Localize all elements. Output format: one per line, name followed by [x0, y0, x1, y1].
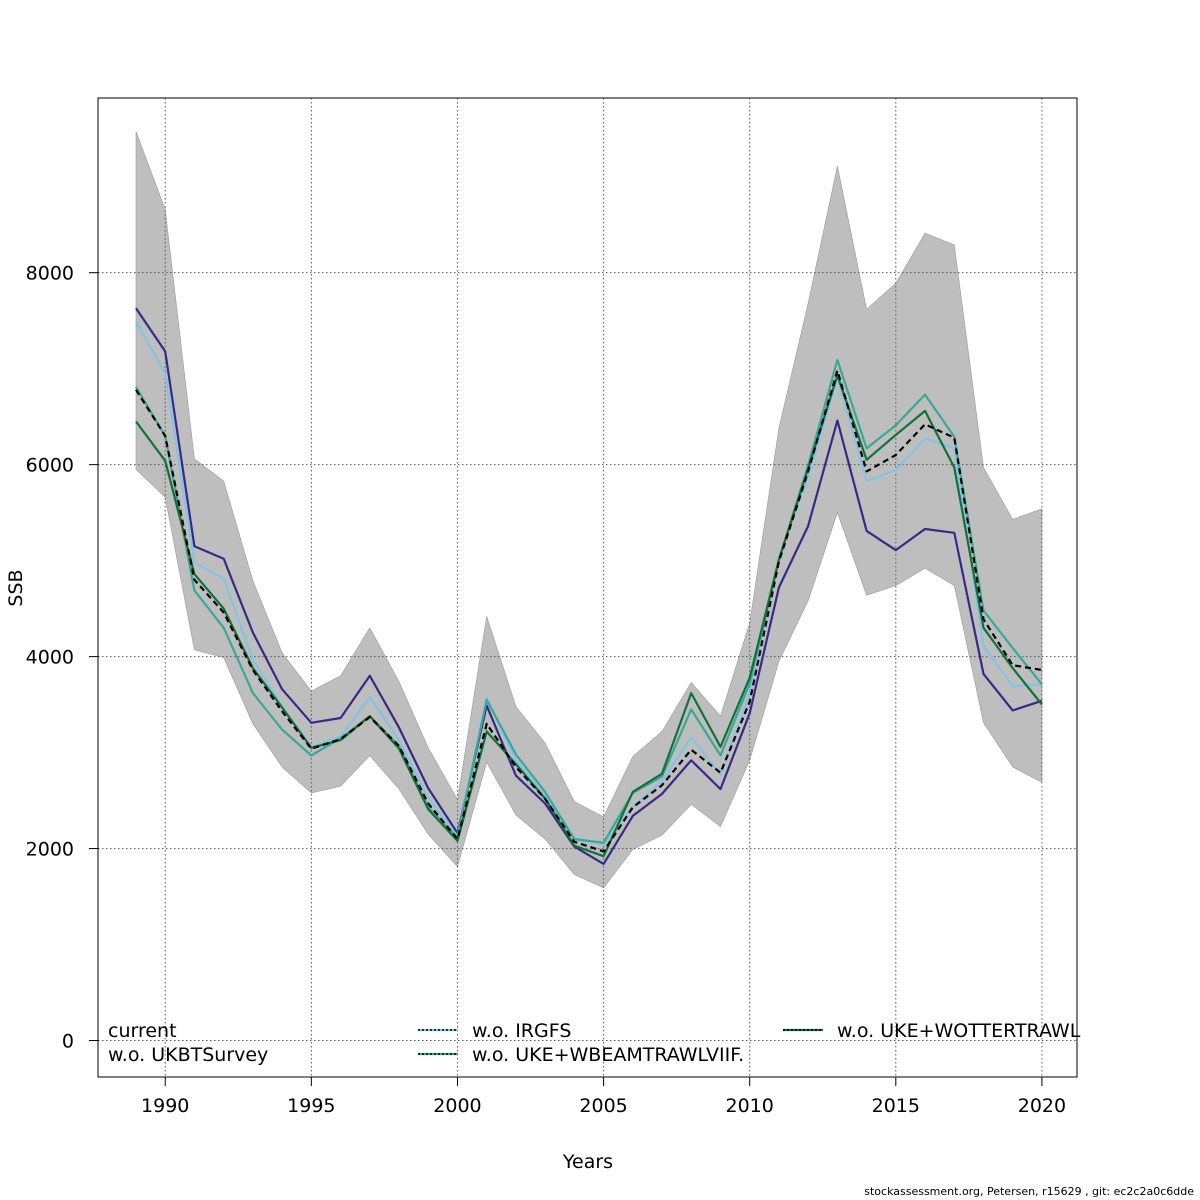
y-axis-title: SSB: [5, 569, 27, 606]
confidence-band: [135, 131, 1043, 889]
gridlines: [98, 98, 1077, 1077]
x-tick-label-1995: 1995: [287, 1095, 335, 1117]
x-tick-label-2010: 2010: [726, 1095, 774, 1117]
series-lines: [135, 307, 1043, 866]
x-axis-title: Years: [562, 1151, 613, 1173]
legend-label-4: w.o. UKE+WOTTERTRAWL: [837, 1020, 1081, 1042]
legend-label-0: current: [108, 1020, 177, 1042]
x-tick-label-2000: 2000: [433, 1095, 481, 1117]
series-line-3: [135, 358, 1043, 844]
y-axis: 0 2000 4000 6000 8000: [26, 263, 98, 1053]
x-tick-label-2005: 2005: [579, 1095, 627, 1117]
y-tick-label-2000: 2000: [26, 839, 74, 861]
y-tick-label-8000: 8000: [26, 263, 74, 285]
legend-label-3: w.o. UKE+WBEAMTRAWLVIIF.: [472, 1044, 744, 1066]
legend-label-2: w.o. IRGFS: [472, 1020, 571, 1042]
legend-label-1: w.o. UKBTSurvey: [108, 1044, 268, 1066]
x-tick-label-2020: 2020: [1018, 1095, 1066, 1117]
x-tick-label-2015: 2015: [872, 1095, 920, 1117]
confidence-band-area: [135, 131, 1043, 889]
series-line-1: [135, 307, 1043, 866]
y-tick-label-4000: 4000: [26, 647, 74, 669]
y-tick-label-0: 0: [62, 1031, 74, 1053]
x-tick-label-1990: 1990: [141, 1095, 189, 1117]
plot-frame: [97, 97, 1078, 1078]
series-line-4: [135, 374, 1043, 858]
x-axis: 1990 1995 2000 2005 2010 2015 2020: [141, 1077, 1066, 1117]
y-tick-label-6000: 6000: [26, 455, 74, 477]
footer-credit: stockassessment.org, Petersen, r15629 , …: [864, 1185, 1194, 1198]
series-line-0: [135, 369, 1043, 853]
